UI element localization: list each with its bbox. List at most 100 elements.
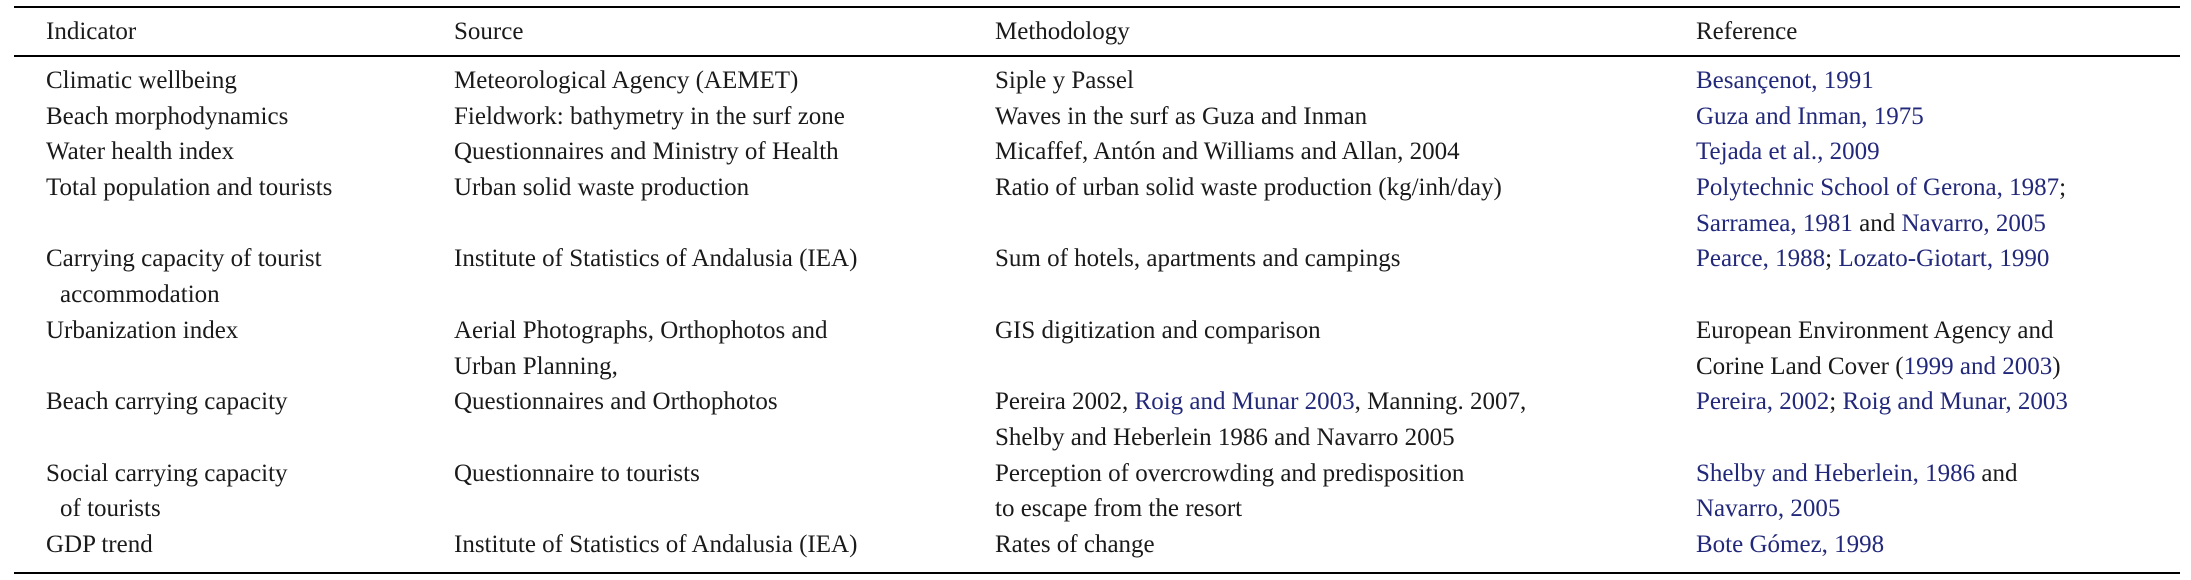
table-cell: Polytechnic School of Gerona, 1987; Sarra…: [1696, 170, 2180, 241]
cell-line: accommodation: [60, 281, 220, 309]
cell-text: Urban solid waste production: [454, 174, 750, 202]
cell-text: Micaffef, Antón and Williams and Allan, …: [995, 138, 1460, 166]
text-segment: ): [2052, 352, 2061, 380]
reference-link: Roig and Munar 2003: [1134, 388, 1355, 416]
cell-line: Pereira, 2002; Roig and Munar, 2003: [1696, 384, 2180, 420]
table-cell: Water health index: [14, 134, 454, 170]
cell-line: Polytechnic School of Gerona, 1987;: [1696, 170, 2180, 206]
header-rule: [14, 55, 2180, 57]
cell-line: Shelby and Heberlein, 1986 and: [1696, 456, 2180, 492]
cell-text: Questionnaires and Orthophotos: [454, 388, 778, 416]
table-cell: Perception of overcrowding and predispos…: [995, 456, 1696, 527]
table-cell: European Environment Agency and Corine La…: [1696, 313, 2180, 384]
cell-text: Beach carrying capacity: [46, 388, 288, 416]
reference-link: 1999 and 2003: [1903, 352, 2053, 380]
table-cell: Beach morphodynamics: [14, 99, 454, 135]
cell-line: Tejada et al., 2009: [1696, 134, 2180, 170]
table-cell: Sum of hotels, apartments and campings: [995, 241, 1696, 312]
table-cell: Urban solid waste production: [454, 170, 995, 241]
table-cell: Questionnaire to tourists: [454, 456, 995, 527]
text-segment: and: [1852, 209, 1902, 237]
text-segment: Corine Land Cover (: [1696, 352, 1904, 380]
column-header: Indicator: [46, 18, 137, 45]
table-cell: Pearce, 1988; Lozato-Giotart, 1990: [1696, 241, 2180, 312]
table-cell: Meteorological Agency (AEMET): [454, 55, 995, 99]
bottom-rule: [14, 572, 2180, 574]
table-row: Urbanization index Aerial Photographs, Or…: [14, 313, 2180, 384]
table-row: Social carrying capacity of tourists Quest…: [14, 456, 2180, 527]
reference-link: Tejada et al., 2009: [1696, 138, 1880, 166]
table-cell: Guza and Inman, 1975: [1696, 99, 2180, 135]
table-cell: Urbanization index: [14, 313, 454, 384]
column-header: Source: [454, 18, 524, 45]
cell-line: Urban Planning,: [454, 352, 618, 380]
cell-line: to escape from the resort: [995, 495, 1243, 523]
table-cell: Pereira, 2002; Roig and Munar, 2003: [1696, 384, 2180, 455]
reference-link: Bote Gómez, 1998: [1696, 530, 1885, 558]
table-cell: Aerial Photographs, Orthophotos and Urban…: [454, 313, 995, 384]
cell-line: Social carrying capacity: [46, 459, 288, 487]
table-cell: Climatic wellbeing: [14, 55, 454, 99]
indicator-table: Indicator Source Methodology Reference Clim…: [14, 9, 2180, 563]
table-cell: GIS digitization and comparison: [995, 313, 1696, 384]
cell-line: Bote Gómez, 1998: [1696, 527, 2180, 563]
cell-text: Waves in the surf as Guza and Inman: [995, 102, 1368, 130]
table-cell: Besançenot, 1991: [1696, 55, 2180, 99]
cell-line: Corine Land Cover (1999 and 2003): [1696, 349, 2180, 385]
cell-text: Rates of change: [995, 530, 1155, 558]
cell-line: Besançenot, 1991: [1696, 63, 2180, 99]
reference-link: Shelby and Heberlein, 1986: [1696, 459, 1976, 487]
table-body: Climatic wellbeing Meteorological Agency …: [14, 55, 2180, 563]
table-row: Beach morphodynamics Fieldwork: bathymetr…: [14, 99, 2180, 135]
table-row: Carrying capacity of tourist accommodatio…: [14, 241, 2180, 312]
cell-text: GIS digitization and comparison: [995, 316, 1321, 344]
reference-link: Lozato-Giotart, 1990: [1838, 245, 2050, 273]
table-row: Climatic wellbeing Meteorological Agency …: [14, 55, 2180, 99]
cell-text: Siple y Passel: [995, 67, 1134, 94]
column-header: Methodology: [995, 18, 1130, 45]
table-cell: Fieldwork: bathymetry in the surf zone: [454, 99, 995, 135]
table-cell: Tejada et al., 2009: [1696, 134, 2180, 170]
cell-text: Questionnaires and Ministry of Health: [454, 138, 839, 166]
table-cell: Questionnaires and Orthophotos: [454, 384, 995, 455]
cell-line: Guza and Inman, 1975: [1696, 99, 2180, 135]
cell-text: Sum of hotels, apartments and campings: [995, 245, 1401, 273]
cell-line: of tourists: [60, 495, 161, 523]
text-segment: , Manning. 2007,: [1354, 388, 1527, 416]
table-cell: Waves in the surf as Guza and Inman: [995, 99, 1696, 135]
cell-text: Total population and tourists: [46, 174, 333, 202]
cell-text: Institute of Statistics of Andalusia (IE…: [454, 530, 858, 558]
cell-line: Sarramea, 1981 and Navarro, 2005: [1696, 206, 2180, 242]
cell-line: Pearce, 1988; Lozato-Giotart, 1990: [1696, 241, 2180, 277]
cell-line: European Environment Agency and: [1696, 316, 2054, 344]
cell-text: GDP trend: [46, 530, 153, 558]
text-segment: Pereira 2002,: [995, 388, 1135, 416]
table-cell: Carrying capacity of tourist accommodatio…: [14, 241, 454, 312]
cell-text: Questionnaire to tourists: [454, 459, 700, 487]
reference-link: Polytechnic School of Gerona, 1987: [1696, 174, 2060, 202]
column-header: Reference: [1696, 18, 1798, 45]
reference-link: Besançenot, 1991: [1696, 67, 1874, 94]
table-cell: Pereira 2002, Roig and Munar 2003, Manni…: [995, 384, 1696, 455]
table-cell: Ratio of urban solid waste production (k…: [995, 170, 1696, 241]
cell-line: Carrying capacity of tourist: [46, 245, 322, 273]
table-cell: Total population and tourists: [14, 170, 454, 241]
cell-line: Pereira 2002, Roig and Munar 2003, Manni…: [995, 384, 1696, 420]
header-row: Indicator Source Methodology Reference: [14, 9, 2180, 55]
text-segment: ;: [2059, 174, 2067, 202]
cell-text: Beach morphodynamics: [46, 102, 289, 130]
text-segment: and: [1975, 459, 2018, 487]
table-cell: Bote Gómez, 1998: [1696, 527, 2180, 563]
table-cell: Shelby and Heberlein, 1986 and Navarro, 2…: [1696, 456, 2180, 527]
reference-link: Navarro, 2005: [1696, 495, 1841, 523]
table-cell: Questionnaires and Ministry of Health: [454, 134, 995, 170]
reference-link: Sarramea, 1981: [1696, 209, 1853, 237]
table-cell: Siple y Passel: [995, 55, 1696, 99]
text-segment: ;: [1829, 388, 1843, 416]
reference-link: Pereira, 2002: [1696, 388, 1830, 416]
reference-link: Guza and Inman, 1975: [1696, 102, 1924, 130]
cell-line: Perception of overcrowding and predispos…: [995, 459, 1465, 487]
cell-text: Urbanization index: [46, 316, 239, 344]
table-cell: Institute of Statistics of Andalusia (IE…: [454, 241, 995, 312]
